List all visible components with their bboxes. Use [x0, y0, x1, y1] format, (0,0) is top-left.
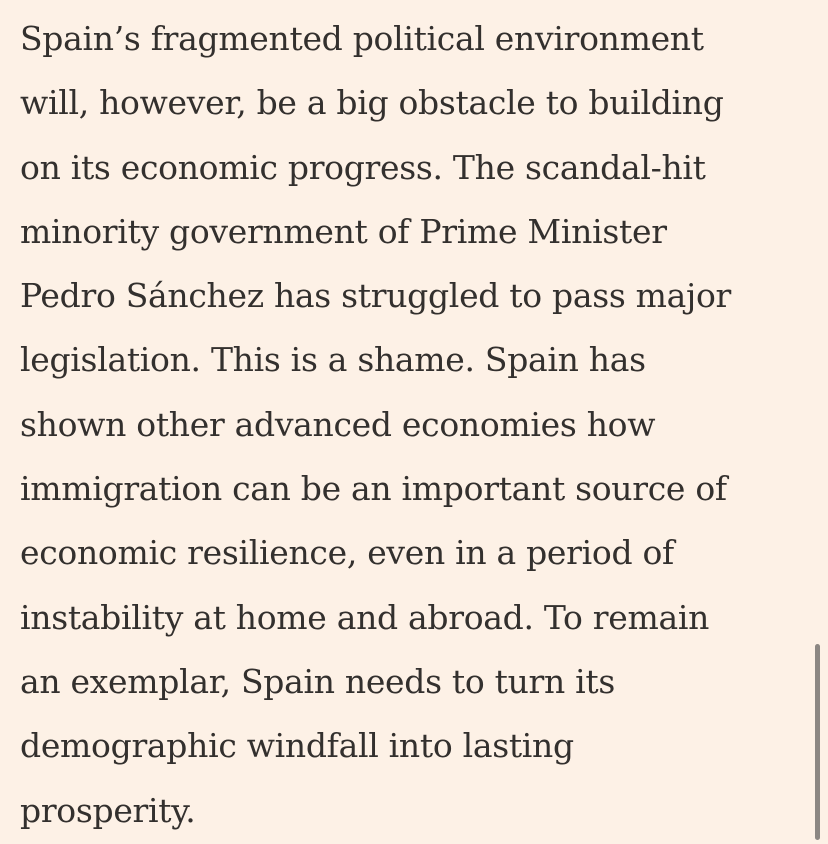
- paragraph-line: instability at home and abroad. To remai…: [20, 597, 710, 637]
- paragraph-line: economic resilience, even in a period of: [20, 533, 674, 573]
- paragraph-line: minority government of Prime Minister: [20, 211, 667, 251]
- paragraph-line: shown other advanced economies how: [20, 404, 656, 444]
- paragraph-line: an exemplar, Spain needs to turn its: [20, 661, 616, 701]
- paragraph-line: immigration can be an important source o…: [20, 469, 727, 509]
- paragraph-line: prosperity.: [20, 790, 196, 830]
- paragraph-line: Spain’s fragmented political environment: [20, 19, 704, 58]
- paragraph-line: Pedro Sánchez has struggled to pass majo…: [20, 276, 732, 316]
- scrollbar-thumb[interactable]: [815, 644, 820, 840]
- paragraph-line: will, however, be a big obstacle to buil…: [20, 83, 724, 123]
- paragraph-line: demographic windfall into lasting: [20, 726, 574, 766]
- paragraph-line: on its economic progress. The scandal-hi…: [20, 147, 706, 187]
- paragraph-line: legislation. This is a shame. Spain has: [20, 340, 646, 380]
- article-paragraph: Spain’s fragmented political environment…: [20, 7, 810, 843]
